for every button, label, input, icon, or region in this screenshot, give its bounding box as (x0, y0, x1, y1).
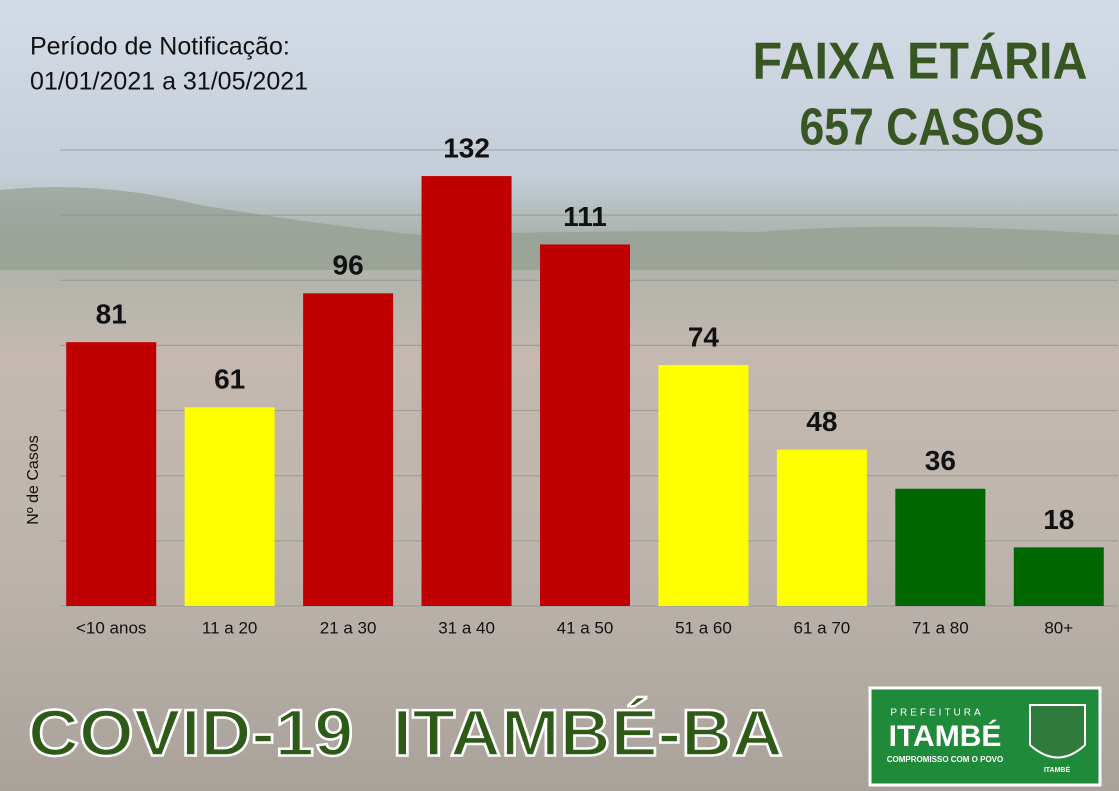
logo-shield-text: ITAMBÉ (1044, 765, 1071, 774)
chart-subtitle: 657 CASOS (800, 99, 1045, 157)
x-tick-label: 31 a 40 (438, 618, 495, 637)
value-label: 61 (214, 364, 245, 395)
hills (0, 187, 1119, 270)
x-tick-label: 80+ (1044, 618, 1073, 637)
x-tick-label: 61 a 70 (794, 618, 851, 637)
bar (303, 293, 394, 606)
value-label: 18 (1043, 504, 1074, 535)
logo-motto: COMPROMISSO COM O POVO (887, 755, 1003, 764)
value-label: 96 (333, 250, 364, 281)
logo-top: PREFEITURA (890, 708, 983, 719)
bar (540, 244, 630, 606)
x-tick-label: 41 a 50 (557, 618, 614, 637)
value-label: 132 (443, 132, 490, 163)
bar (658, 364, 749, 606)
bar (895, 488, 986, 606)
x-tick-label: <10 anos (76, 618, 146, 637)
bar (1013, 547, 1104, 606)
value-label: 74 (688, 321, 720, 352)
value-label: 111 (563, 201, 607, 232)
bar (776, 449, 867, 606)
chart-title: FAIXA ETÁRIA (753, 33, 1088, 91)
value-label: 36 (925, 445, 956, 476)
logo-name: ITAMBÉ (889, 719, 1002, 753)
period: 01/01/2021 a 31/05/2021 (30, 68, 308, 96)
logo: PREFEITURA ITAMBÉ COMPROMISSO COM O POVO… (868, 686, 1102, 787)
x-tick-label: 71 a 80 (912, 618, 969, 637)
x-tick-label: 21 a 30 (320, 618, 377, 637)
period-label: Período de Notificação: (30, 33, 290, 61)
x-tick-label: 51 a 60 (675, 618, 732, 637)
y-axis-label: Nº de Casos (25, 435, 42, 524)
bar (66, 342, 157, 606)
footer-title: COVID-19 ITAMBÉ-BA (28, 695, 783, 769)
value-label: 81 (96, 299, 127, 330)
logo-shield (1029, 704, 1086, 759)
bar (421, 176, 512, 607)
x-tick-label: 11 a 20 (202, 618, 257, 637)
value-label: 48 (806, 406, 837, 437)
bar (184, 407, 275, 606)
